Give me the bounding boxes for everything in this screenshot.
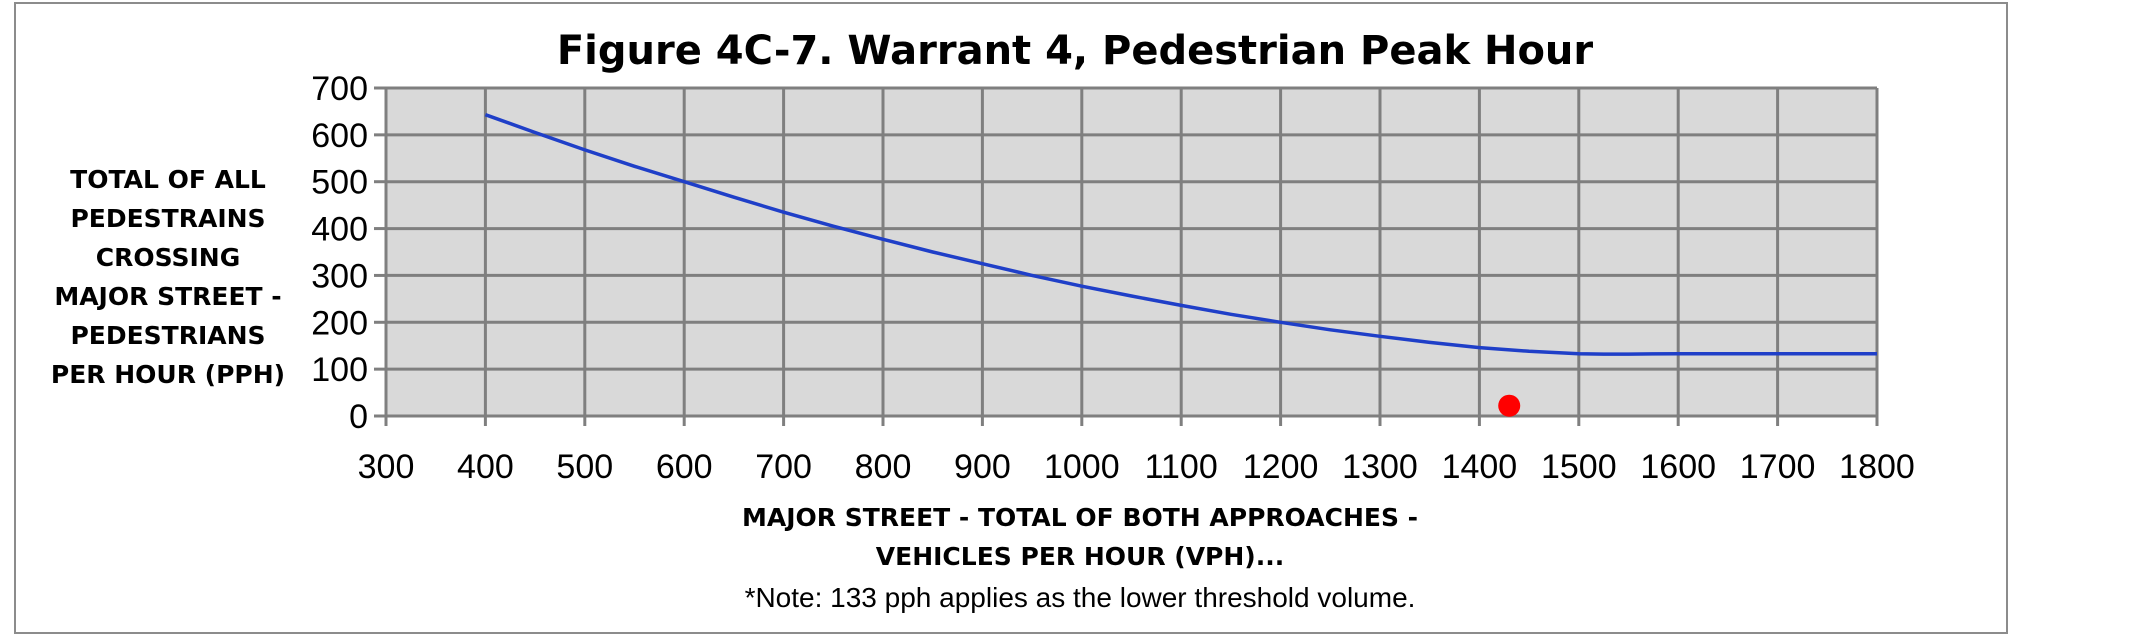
y-axis-label: TOTAL OF ALL PEDESTRAINS CROSSING MAJOR … [51, 165, 285, 389]
y-tick-label: 500 [311, 164, 368, 202]
y-tick-label: 300 [311, 257, 368, 295]
x-tick-label: 400 [457, 448, 514, 486]
x-axis-label-line: MAJOR STREET - TOTAL OF BOTH APPROACHES … [742, 503, 1418, 532]
y-axis-label-line: MAJOR STREET - [54, 282, 281, 311]
x-tick-label: 1000 [1044, 448, 1120, 486]
chart-title: Figure 4C-7. Warrant 4, Pedestrian Peak … [557, 28, 1594, 74]
x-tick-label: 700 [755, 448, 812, 486]
plot-area [386, 88, 1877, 416]
x-tick-label: 1400 [1442, 448, 1518, 486]
x-tick-label: 1100 [1145, 448, 1218, 486]
y-axis-label-line: CROSSING [96, 243, 240, 272]
x-tick-label: 900 [954, 448, 1011, 486]
x-tick-label: 500 [556, 448, 613, 486]
x-tick-label: 300 [358, 448, 415, 486]
x-tick-label: 1500 [1541, 448, 1617, 486]
series-layer [484, 113, 1877, 417]
warrant-threshold-curve [484, 113, 1877, 356]
x-tick-label: 1300 [1342, 448, 1418, 486]
x-tick-label: 600 [656, 448, 713, 486]
y-tick-label: 600 [311, 117, 368, 155]
x-tick-label: 1800 [1839, 448, 1915, 486]
y-axis-label-line: PER HOUR (PPH) [51, 360, 285, 389]
x-tick-label: 800 [855, 448, 912, 486]
y-axis-label-line: PEDESTRAINS [70, 204, 265, 233]
x-axis-ticks: 300 400 500 600 700 800 900 1000 1100 1200 1300 140… [358, 448, 1915, 486]
x-tick-label: 1700 [1740, 448, 1816, 486]
y-axis-label-line: TOTAL OF ALL [70, 165, 266, 194]
y-tick-label: 700 [311, 70, 368, 108]
x-axis-label: MAJOR STREET - TOTAL OF BOTH APPROACHES … [742, 503, 1418, 571]
grid [374, 86, 1879, 426]
x-axis-label-line: VEHICLES PER HOUR (VPH)... [876, 542, 1284, 571]
y-tick-label: 200 [311, 304, 368, 342]
y-axis-ticks: 0 100 200 300 400 500 600 700 [311, 70, 368, 436]
data-point [1498, 394, 1521, 417]
chart-note: *Note: 133 pph applies as the lower thre… [745, 582, 1416, 613]
x-tick-label: 1200 [1243, 448, 1319, 486]
y-tick-label: 0 [349, 398, 368, 436]
y-tick-label: 100 [311, 351, 368, 389]
y-tick-label: 400 [311, 211, 368, 249]
x-tick-label: 1600 [1640, 448, 1716, 486]
y-axis-label-line: PEDESTRIANS [70, 321, 265, 350]
